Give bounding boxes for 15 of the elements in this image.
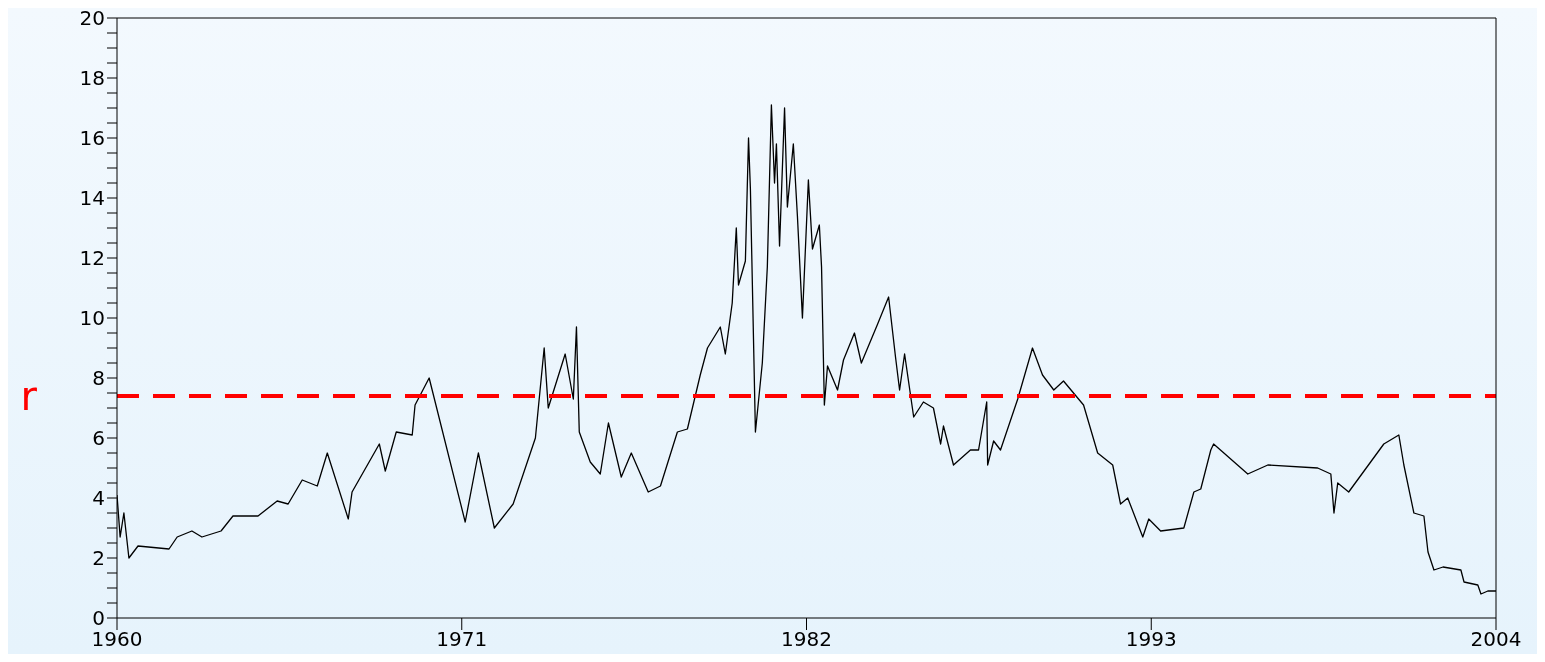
x-tick-label: 2004 bbox=[1470, 627, 1522, 652]
x-tick-label: 1982 bbox=[781, 627, 832, 652]
y-tick-label: 4 bbox=[92, 486, 105, 511]
y-tick-label: 14 bbox=[79, 186, 105, 211]
y-tick-label: 6 bbox=[92, 426, 105, 451]
y-tick-label: 10 bbox=[79, 306, 105, 331]
x-tick-label: 1971 bbox=[436, 627, 488, 652]
ref-line-label: r bbox=[20, 373, 38, 420]
x-tick-label: 1993 bbox=[1125, 627, 1177, 652]
y-tick-label: 2 bbox=[92, 546, 105, 571]
y-tick-label: 16 bbox=[79, 126, 105, 151]
y-tick-label: 8 bbox=[92, 366, 105, 391]
y-tick-label: 18 bbox=[79, 66, 105, 91]
y-tick-label: 12 bbox=[79, 246, 105, 271]
y-tick-label: 20 bbox=[79, 6, 105, 31]
